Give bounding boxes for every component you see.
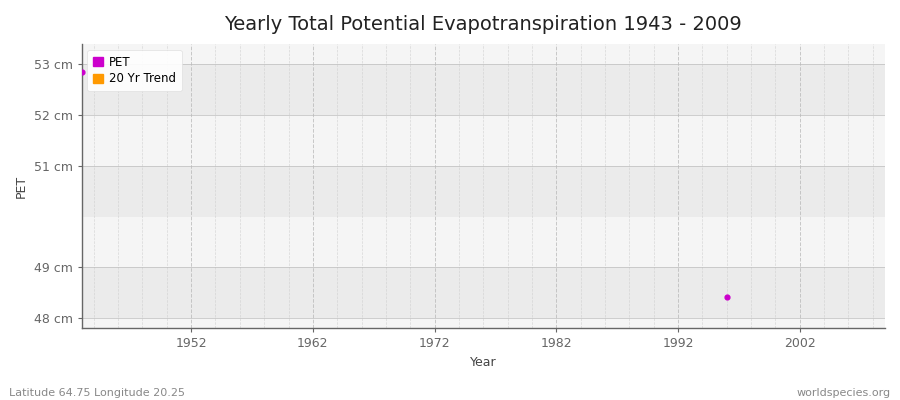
Point [720, 294, 734, 300]
Bar [82, 166, 885, 217]
X-axis label: Year: Year [470, 356, 497, 369]
Y-axis label: PET: PET [15, 174, 28, 198]
Title: Yearly Total Potential Evapotranspiration 1943 - 2009: Yearly Total Potential Evapotranspiratio… [224, 15, 742, 34]
Bar [82, 268, 885, 318]
Point [75, 69, 89, 75]
Bar [82, 217, 885, 268]
Bar [82, 64, 885, 115]
Bar [82, 115, 885, 166]
Text: worldspecies.org: worldspecies.org [796, 388, 891, 398]
Legend: PET, 20 Yr Trend: PET, 20 Yr Trend [87, 50, 182, 91]
Bar [82, 318, 885, 328]
Text: Latitude 64.75 Longitude 20.25: Latitude 64.75 Longitude 20.25 [9, 388, 185, 398]
Bar [82, 44, 885, 64]
